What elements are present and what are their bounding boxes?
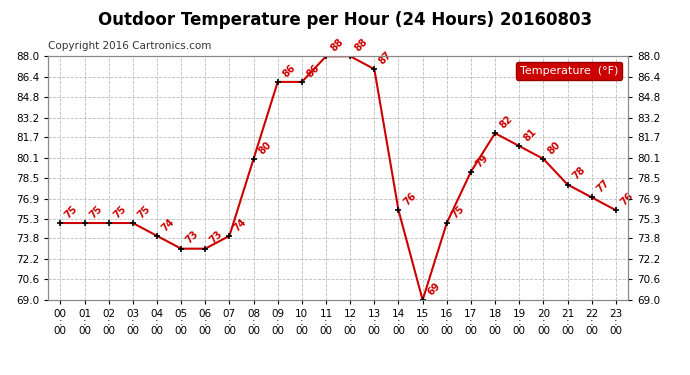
Text: 88: 88 [329,37,346,54]
Text: 74: 74 [160,216,177,233]
Text: 86: 86 [281,62,297,79]
Text: 73: 73 [208,229,225,246]
Text: 80: 80 [546,140,563,156]
Text: 79: 79 [474,152,491,169]
Text: 86: 86 [305,62,322,79]
Text: 82: 82 [498,114,515,130]
Text: 69: 69 [426,280,442,297]
Legend: Temperature  (°F): Temperature (°F) [516,62,622,80]
Text: 76: 76 [402,191,418,207]
Text: 78: 78 [571,165,587,182]
Text: 87: 87 [377,50,394,66]
Text: 77: 77 [595,178,611,195]
Text: 81: 81 [522,127,539,143]
Text: 74: 74 [233,216,249,233]
Text: 75: 75 [450,204,466,220]
Text: Outdoor Temperature per Hour (24 Hours) 20160803: Outdoor Temperature per Hour (24 Hours) … [98,11,592,29]
Text: 73: 73 [184,229,201,246]
Text: 80: 80 [257,140,273,156]
Text: 75: 75 [136,204,152,220]
Text: 75: 75 [63,204,80,220]
Text: 76: 76 [619,191,635,207]
Text: Copyright 2016 Cartronics.com: Copyright 2016 Cartronics.com [48,41,212,51]
Text: 75: 75 [112,204,128,220]
Text: 75: 75 [88,204,104,220]
Text: 88: 88 [353,37,370,54]
